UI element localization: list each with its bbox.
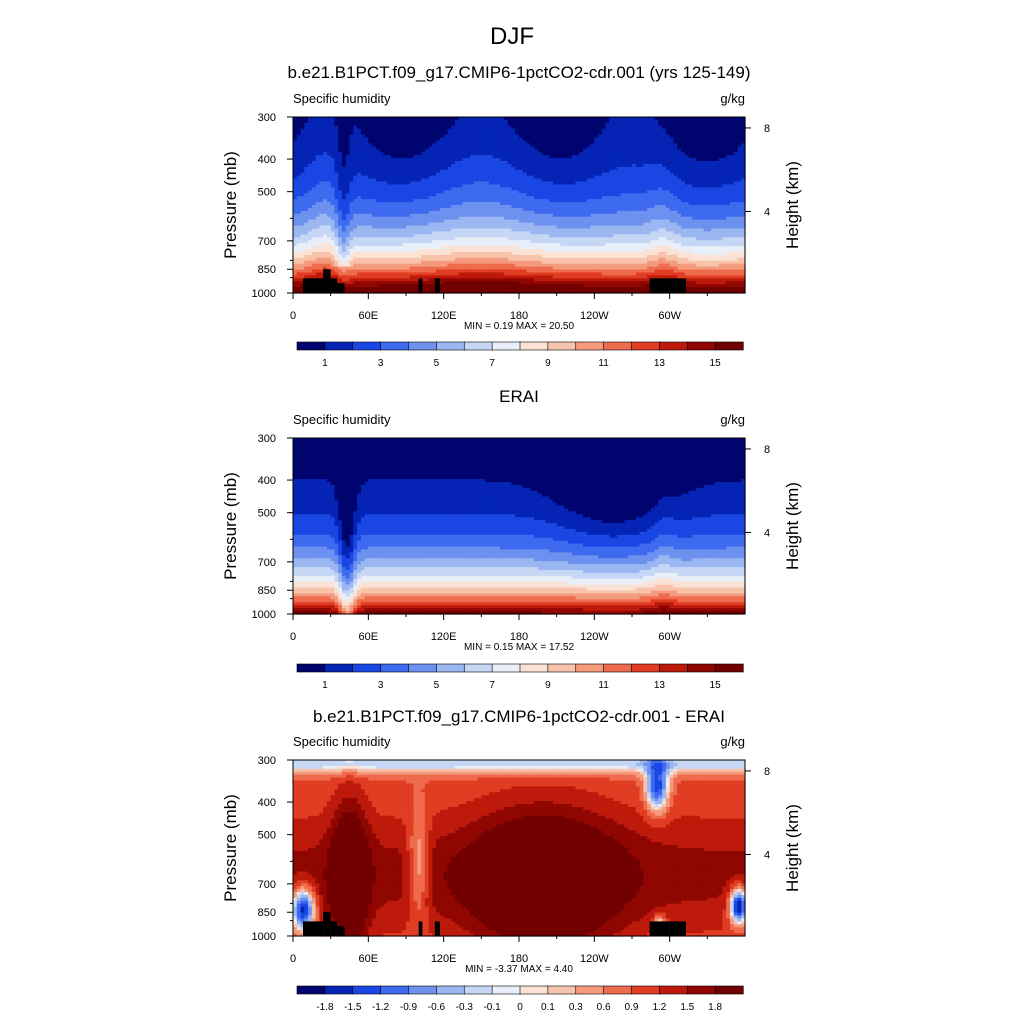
variable-label: Specific humidity [293,91,391,106]
figure-canvas: DJF b.e21.B1PCT.f09_g17.CMIP6-1pctCO2-cd… [0,0,1024,1024]
chart-panel-model: b.e21.B1PCT.f09_g17.CMIP6-1pctCO2-cdr.00… [221,63,802,369]
panel-title: b.e21.B1PCT.f09_g17.CMIP6-1pctCO2-cdr.00… [287,63,750,82]
units-label: g/kg [720,91,745,106]
figure-title: DJF [490,23,534,50]
contour-field [293,117,746,294]
